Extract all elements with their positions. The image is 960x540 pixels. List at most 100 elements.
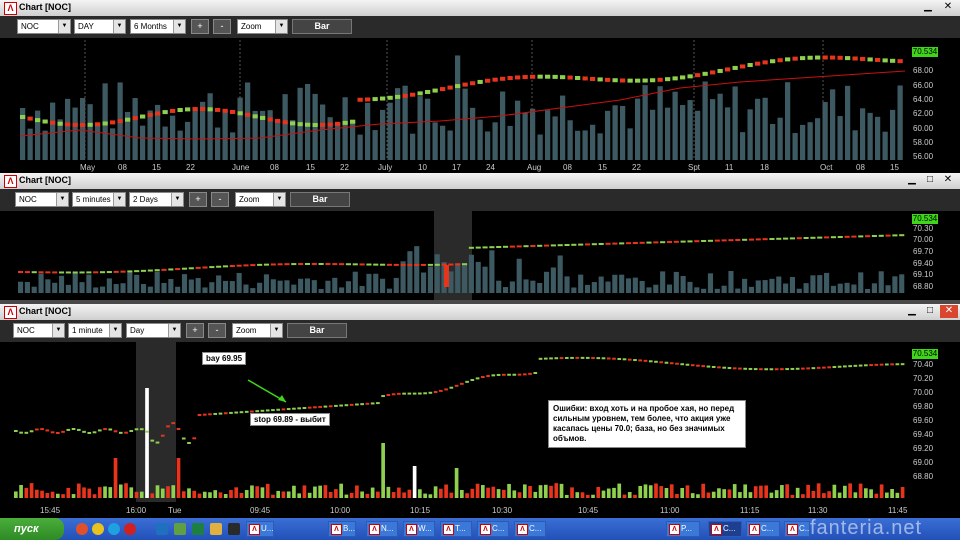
price-candle bbox=[162, 110, 168, 115]
close-icon[interactable]: ✕ bbox=[940, 305, 958, 318]
volume-bar bbox=[93, 287, 99, 293]
price-candle bbox=[650, 78, 656, 83]
time-tick-label: 11:00 bbox=[660, 506, 680, 515]
range-select[interactable]: Day ▼ bbox=[126, 323, 181, 338]
price-candle bbox=[106, 271, 112, 274]
taskbar-item[interactable]: Λ U... bbox=[246, 521, 274, 537]
interval-select[interactable]: 5 minutes ▼ bbox=[72, 192, 126, 207]
price-candle bbox=[229, 411, 233, 414]
price-candle bbox=[817, 236, 823, 239]
price-candle bbox=[803, 237, 809, 239]
interval-select[interactable]: DAY ▼ bbox=[74, 19, 126, 34]
chrome-icon[interactable] bbox=[92, 523, 104, 535]
app-icon[interactable] bbox=[174, 523, 186, 535]
range-select[interactable]: 2 Days ▼ bbox=[129, 192, 184, 207]
taskbar-item[interactable]: Λ W... bbox=[403, 521, 435, 537]
intraday-1min-chart[interactable] bbox=[0, 342, 960, 518]
price-candle bbox=[571, 243, 577, 246]
bar-button[interactable]: Bar bbox=[292, 19, 352, 34]
taskbar-item[interactable]: Λ P... bbox=[666, 521, 700, 537]
skype-icon[interactable] bbox=[108, 523, 120, 535]
price-candle bbox=[425, 90, 431, 95]
zoom-select[interactable]: Zoom ▼ bbox=[237, 19, 288, 34]
price-candle bbox=[397, 392, 401, 395]
symbol-select[interactable]: NOC ▼ bbox=[17, 19, 71, 34]
volume-bar bbox=[260, 110, 266, 160]
minimize-icon[interactable]: ▁ bbox=[924, 1, 932, 12]
taskbar-item-active[interactable]: Λ C... bbox=[708, 521, 742, 537]
date-tick-label: 22 bbox=[632, 163, 641, 172]
price-candle bbox=[113, 270, 119, 273]
minimize-icon[interactable]: ▁ bbox=[908, 305, 916, 316]
excel-icon[interactable] bbox=[192, 523, 204, 535]
chart-toolbar: NOC ▼ 5 minutes ▼ 2 Days ▼ + - Zoom ▼ Bar bbox=[0, 189, 960, 211]
zoom-out-button[interactable]: - bbox=[211, 192, 229, 207]
close-icon[interactable]: ✕ bbox=[943, 1, 953, 12]
range-select[interactable]: 6 Months ▼ bbox=[130, 19, 186, 34]
maximize-icon[interactable]: □ bbox=[926, 305, 934, 316]
zoom-out-button[interactable]: - bbox=[213, 19, 231, 34]
price-candle bbox=[807, 55, 813, 60]
price-candle bbox=[895, 363, 900, 366]
time-tick-label: Tue bbox=[168, 506, 182, 515]
price-candle bbox=[470, 81, 476, 86]
zoom-in-button[interactable]: + bbox=[191, 19, 209, 34]
volume-bar bbox=[318, 288, 324, 293]
maximize-icon[interactable]: □ bbox=[926, 174, 934, 185]
title-bar[interactable]: Λ Chart [NOC] ▁ □ ✕ bbox=[0, 173, 960, 189]
interval-select[interactable]: 1 minute ▼ bbox=[68, 323, 122, 338]
zoom-in-button[interactable]: + bbox=[189, 192, 207, 207]
terminal-icon[interactable] bbox=[228, 523, 240, 535]
zoom-select[interactable]: Zoom ▼ bbox=[232, 323, 283, 338]
browser-icon[interactable] bbox=[76, 523, 88, 535]
volume-bar bbox=[298, 278, 304, 293]
start-button[interactable]: пуск bbox=[0, 518, 64, 540]
folder-icon[interactable] bbox=[210, 523, 222, 535]
opera-icon[interactable] bbox=[124, 523, 136, 535]
zoom-select[interactable]: Zoom ▼ bbox=[235, 192, 286, 207]
volume-bar bbox=[202, 287, 208, 293]
symbol-select[interactable]: NOC ▼ bbox=[15, 192, 69, 207]
symbol-select[interactable]: NOC ▼ bbox=[13, 323, 65, 338]
bar-button[interactable]: Bar bbox=[290, 192, 350, 207]
price-candle bbox=[129, 429, 134, 432]
volume-bar bbox=[162, 126, 168, 160]
title-bar[interactable]: Λ Chart [NOC] ▁ ✕ bbox=[0, 0, 960, 16]
price-candle bbox=[417, 91, 423, 96]
media-icon[interactable] bbox=[156, 523, 168, 535]
title-bar[interactable]: Λ Chart [NOC] ▁ □ ✕ bbox=[0, 304, 960, 320]
volume-bar bbox=[57, 119, 63, 160]
volume-bar bbox=[462, 88, 468, 160]
intraday-5min-chart[interactable] bbox=[0, 211, 960, 300]
taskbar-item[interactable]: Λ N... bbox=[366, 521, 398, 537]
price-candle bbox=[654, 360, 658, 363]
price-candle bbox=[864, 364, 868, 367]
price-candle bbox=[134, 270, 140, 273]
zoom-in-button[interactable]: + bbox=[186, 323, 204, 338]
price-candle bbox=[769, 238, 775, 240]
price-candle bbox=[444, 265, 449, 287]
volume-bar bbox=[202, 491, 207, 498]
price-candle bbox=[412, 392, 417, 395]
zoom-out-button[interactable]: - bbox=[208, 323, 226, 338]
price-candle bbox=[701, 365, 706, 368]
price-candle bbox=[407, 263, 413, 266]
price-candle bbox=[480, 376, 485, 379]
taskbar-item[interactable]: Λ B... bbox=[328, 521, 356, 537]
volume-bar bbox=[444, 484, 448, 498]
daily-price-chart[interactable] bbox=[0, 38, 960, 178]
price-candle bbox=[869, 364, 873, 367]
price-candle bbox=[386, 263, 392, 266]
taskbar-item[interactable]: Λ T... bbox=[440, 521, 472, 537]
bar-button[interactable]: Bar bbox=[287, 323, 347, 338]
minimize-icon[interactable]: ▁ bbox=[908, 174, 916, 185]
price-candle bbox=[740, 64, 746, 69]
price-candle bbox=[147, 269, 153, 272]
volume-bar bbox=[31, 286, 37, 293]
price-candle bbox=[276, 408, 281, 411]
close-icon[interactable]: ✕ bbox=[943, 174, 953, 185]
